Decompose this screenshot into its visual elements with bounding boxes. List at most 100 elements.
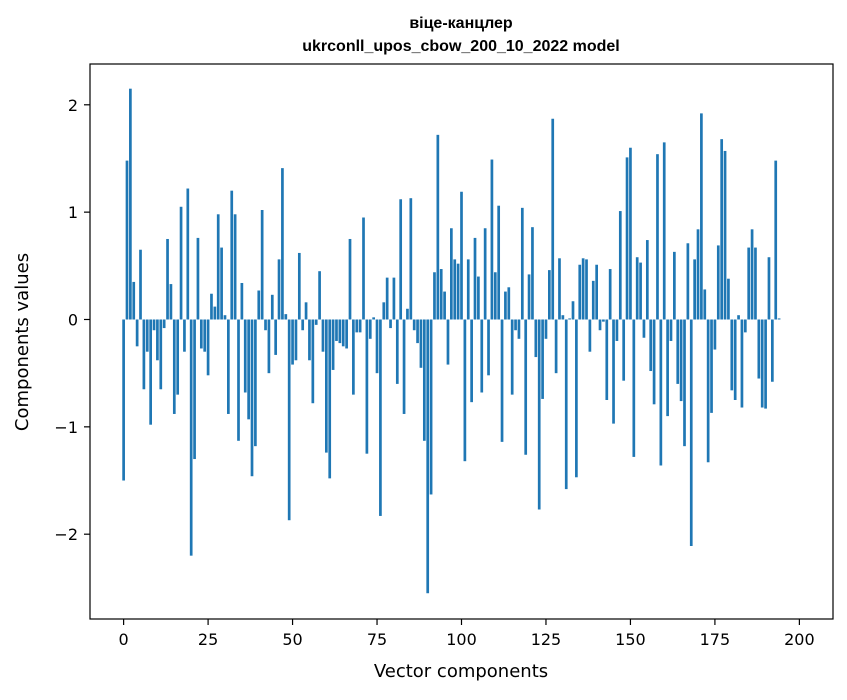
- bar: [260, 210, 264, 320]
- bar: [662, 142, 666, 320]
- bar: [216, 214, 220, 320]
- bar: [179, 206, 183, 320]
- bar: [375, 319, 379, 374]
- bar: [301, 319, 305, 331]
- bar: [733, 319, 737, 400]
- bar: [483, 228, 487, 320]
- bar: [632, 319, 636, 457]
- bar: [338, 319, 342, 344]
- bar: [551, 118, 555, 320]
- bar: [362, 217, 365, 320]
- bar: [281, 168, 284, 320]
- bar: [422, 319, 426, 441]
- y-tick-label: 0: [68, 310, 78, 329]
- bar: [504, 291, 507, 320]
- bar: [693, 259, 696, 320]
- bar: [203, 319, 207, 352]
- bar: [348, 238, 352, 320]
- bar: [477, 276, 480, 320]
- bar: [713, 319, 717, 350]
- bar: [534, 319, 538, 358]
- bar: [379, 319, 382, 516]
- bar: [199, 319, 203, 349]
- bar: [527, 274, 531, 320]
- bar: [325, 319, 328, 453]
- y-tick-label: −2: [54, 525, 78, 544]
- y-tick-label: 2: [68, 96, 78, 115]
- bar: [500, 319, 504, 442]
- bar: [564, 319, 568, 490]
- bar: [585, 259, 588, 320]
- bar: [189, 319, 193, 556]
- bar: [625, 157, 629, 320]
- bar: [264, 319, 267, 331]
- bar: [730, 319, 734, 391]
- bar: [416, 319, 419, 344]
- bar: [544, 319, 548, 339]
- bar: [149, 319, 152, 425]
- bar: [676, 319, 680, 384]
- x-tick-label: 100: [446, 630, 477, 649]
- bar: [514, 319, 517, 331]
- bar: [314, 319, 318, 325]
- bar: [710, 319, 713, 413]
- bar: [419, 319, 423, 368]
- bar: [399, 199, 403, 320]
- bar: [588, 319, 592, 352]
- bar: [145, 319, 149, 352]
- bar: [673, 251, 676, 320]
- bar: [470, 319, 473, 403]
- bar: [487, 319, 490, 376]
- bar: [453, 259, 457, 320]
- bar: [700, 113, 703, 320]
- bar: [250, 319, 254, 477]
- bar: [206, 319, 210, 376]
- bar: [135, 319, 139, 347]
- bar: [669, 319, 673, 341]
- bar: [608, 269, 612, 320]
- bar: [365, 319, 369, 454]
- bar: [578, 264, 582, 320]
- bar: [247, 319, 250, 420]
- bar: [480, 319, 484, 393]
- bar: [277, 259, 281, 320]
- bar: [754, 247, 757, 320]
- bar: [429, 319, 433, 495]
- bar: [196, 237, 200, 320]
- bar: [142, 319, 146, 390]
- bar: [747, 247, 751, 320]
- bar: [456, 263, 460, 320]
- bar: [352, 319, 355, 395]
- bar: [548, 270, 551, 320]
- bar: [598, 319, 602, 331]
- bar: [159, 319, 163, 390]
- x-tick-label: 75: [367, 630, 387, 649]
- bar: [392, 277, 396, 320]
- bar: [183, 319, 186, 352]
- bar: [439, 269, 443, 320]
- bar: [507, 287, 511, 320]
- x-tick-label: 0: [119, 630, 129, 649]
- bar: [737, 315, 740, 320]
- bar: [382, 302, 386, 320]
- bar: [389, 319, 392, 329]
- bar: [652, 319, 656, 405]
- x-tick-label: 25: [198, 630, 218, 649]
- bar: [433, 272, 436, 320]
- bar: [659, 319, 663, 466]
- bar: [446, 319, 450, 365]
- bar: [372, 317, 375, 320]
- bar: [750, 229, 754, 320]
- bar: [679, 319, 683, 402]
- bar: [490, 159, 494, 320]
- bar: [493, 272, 497, 320]
- bar: [129, 88, 132, 320]
- bar: [656, 154, 659, 320]
- bar: [385, 277, 389, 320]
- bar: [689, 319, 693, 546]
- bar: [402, 319, 406, 414]
- bar: [541, 319, 544, 399]
- bar: [524, 319, 528, 455]
- bar: [683, 319, 686, 447]
- bar: [254, 319, 257, 447]
